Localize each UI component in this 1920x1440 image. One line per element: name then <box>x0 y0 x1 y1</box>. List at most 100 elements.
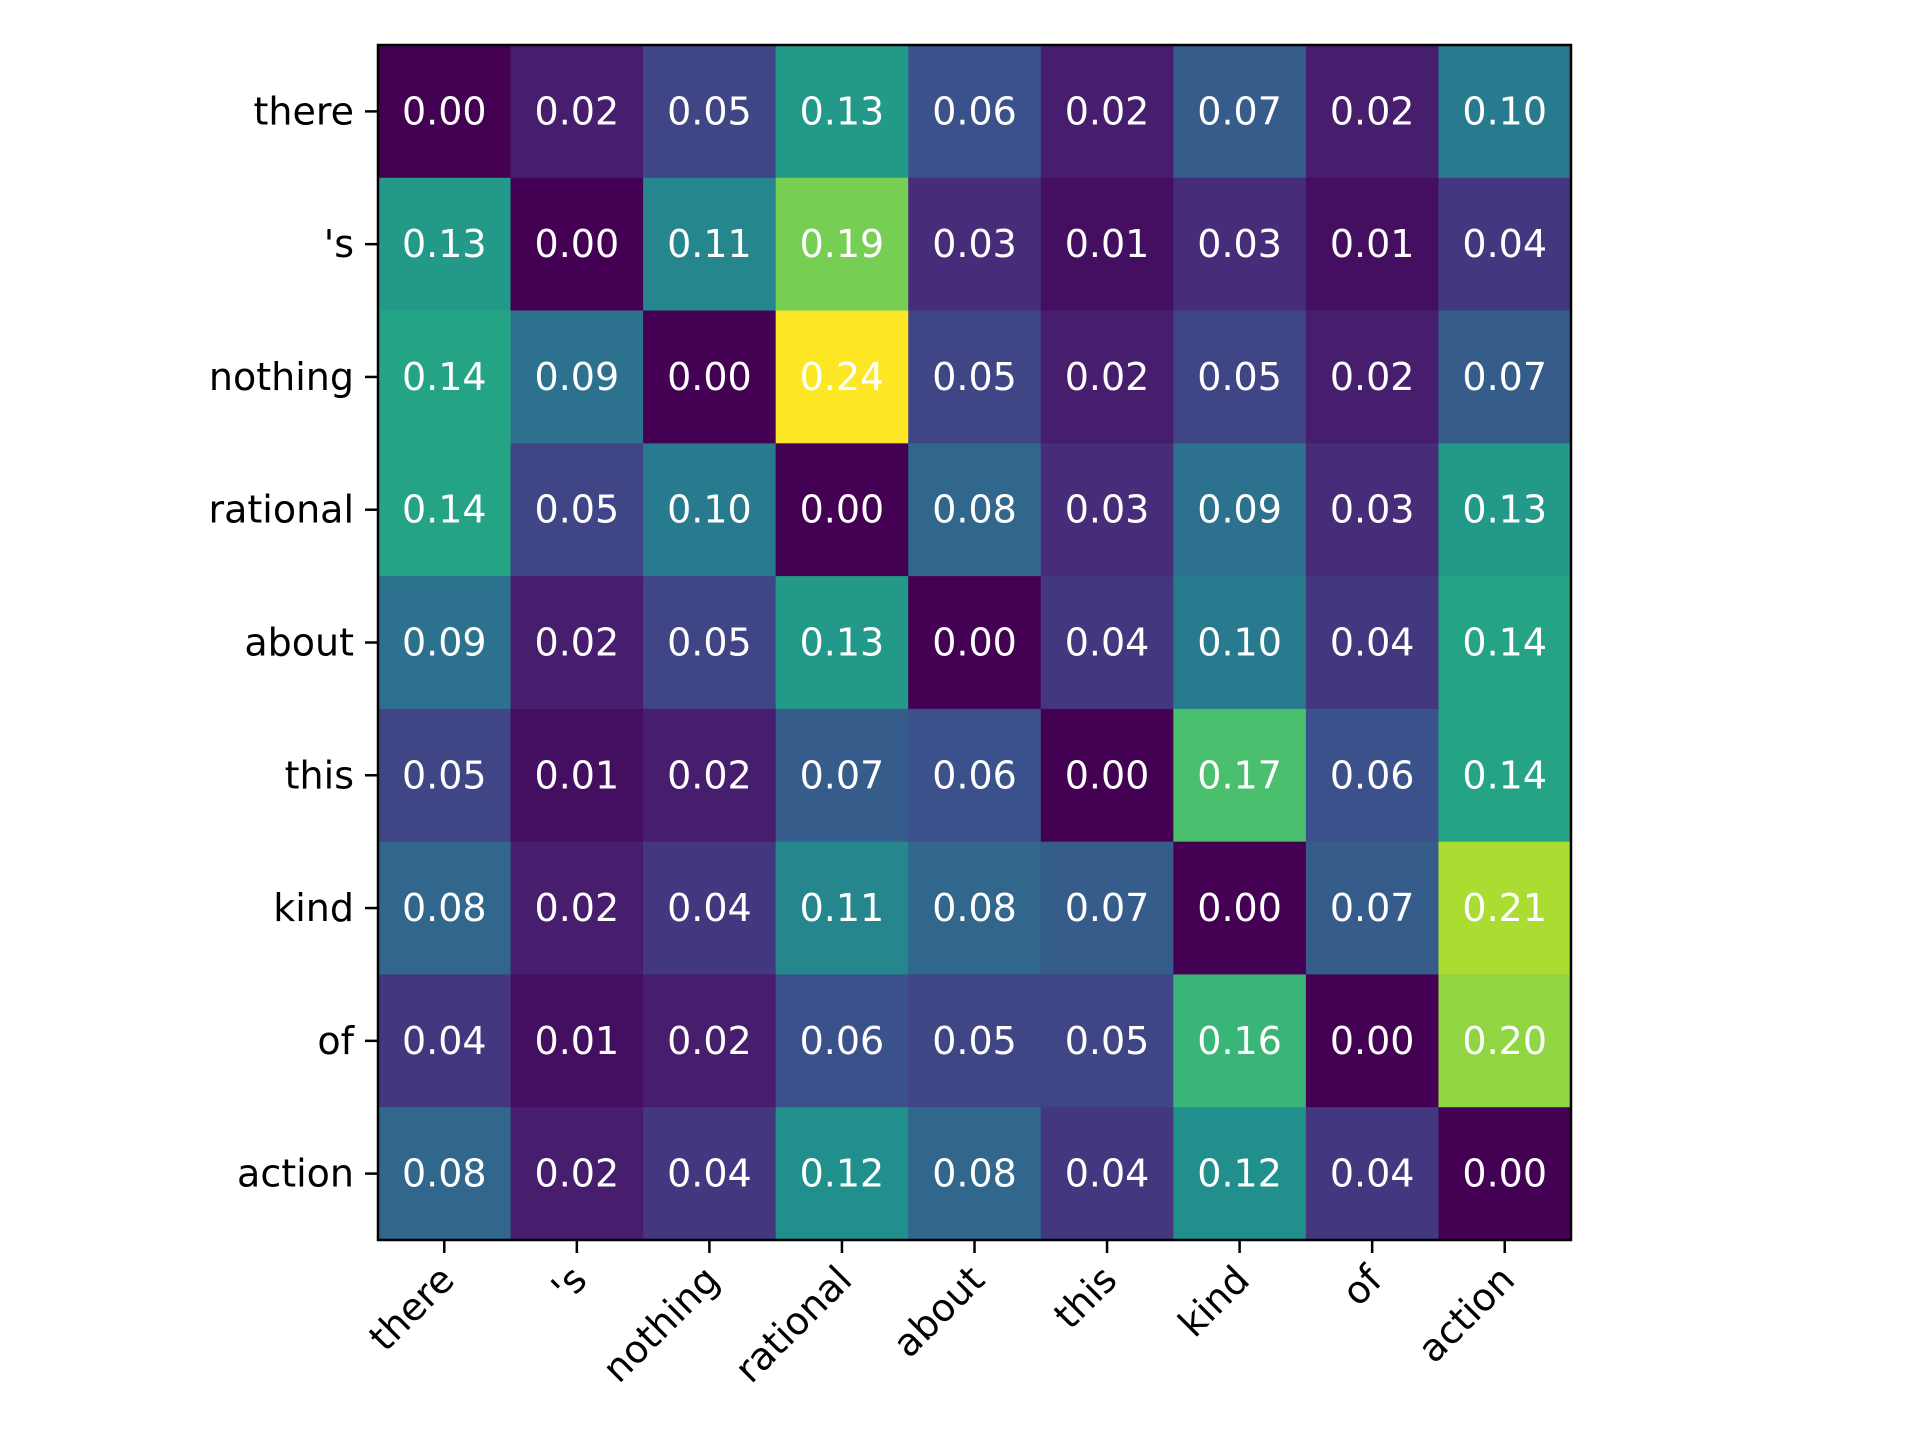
heatmap-cell <box>908 1107 1042 1241</box>
cell-value-label: 0.12 <box>1197 1152 1282 1196</box>
heatmap-cell <box>1173 576 1307 710</box>
heatmap-cell <box>1438 443 1572 577</box>
cell-value-label: 0.08 <box>932 488 1017 532</box>
heatmap-cell <box>643 177 777 312</box>
cell-value-label: 0.00 <box>402 89 487 133</box>
heatmap-cell <box>643 708 777 843</box>
cell-value-label: 0.06 <box>932 89 1017 133</box>
heatmap-cell <box>1173 443 1307 577</box>
cell-value-label: 0.03 <box>1330 488 1415 532</box>
cell-value-label: 0.02 <box>1065 355 1150 399</box>
heatmap-cell <box>775 310 909 444</box>
heatmap-cell <box>1173 45 1307 179</box>
cell-value-label: 0.14 <box>402 355 487 399</box>
cell-value-label: 0.24 <box>800 355 885 399</box>
heatmap-cell <box>510 177 644 312</box>
y-tick-label: of <box>317 1019 355 1063</box>
cell-value-label: 0.05 <box>535 488 620 532</box>
cell-value-label: 0.01 <box>1330 222 1415 266</box>
cell-value-label: 0.09 <box>535 355 620 399</box>
heatmap-cell <box>378 45 512 179</box>
heatmap-cell <box>510 310 644 444</box>
heatmap-cell <box>1305 310 1440 444</box>
cell-value-label: 0.11 <box>667 222 752 266</box>
heatmap-cell <box>775 177 909 312</box>
cell-value-label: 0.07 <box>1462 355 1547 399</box>
heatmap-cell <box>1305 841 1440 976</box>
cell-value-label: 0.12 <box>800 1152 885 1196</box>
heatmap-cell <box>775 443 909 577</box>
cell-value-label: 0.00 <box>535 222 620 266</box>
y-tick-label: nothing <box>209 355 354 399</box>
heatmap-cell <box>908 841 1042 976</box>
cell-value-label: 0.09 <box>1197 488 1282 532</box>
heatmap-cell <box>643 841 777 976</box>
heatmap-cell <box>1040 576 1174 710</box>
cell-value-label: 0.13 <box>800 89 885 133</box>
heatmap-cell <box>1305 1107 1440 1241</box>
heatmap-cell <box>1173 841 1307 976</box>
heatmap-cell <box>908 576 1042 710</box>
cell-value-label: 0.00 <box>932 621 1017 665</box>
heatmap-cell <box>908 974 1042 1108</box>
heatmap-cell <box>908 443 1042 577</box>
heatmap-cell <box>775 1107 909 1241</box>
heatmap-cell <box>1305 45 1440 179</box>
heatmap-cell <box>510 841 644 976</box>
cell-value-label: 0.10 <box>1462 89 1547 133</box>
cell-value-label: 0.08 <box>402 886 487 930</box>
cell-value-label: 0.00 <box>800 488 885 532</box>
heatmap-cell <box>1305 443 1440 577</box>
cell-value-label: 0.02 <box>667 1019 752 1063</box>
cell-value-label: 0.09 <box>402 621 487 665</box>
heatmap-cell <box>775 708 909 843</box>
heatmap-cell <box>1040 708 1174 843</box>
cell-value-label: 0.05 <box>932 355 1017 399</box>
y-tick-label: rational <box>208 488 354 532</box>
cell-value-label: 0.02 <box>1330 89 1415 133</box>
heatmap-cell <box>1173 974 1307 1108</box>
heatmap-cell <box>378 841 512 976</box>
cell-value-label: 0.07 <box>1065 886 1150 930</box>
heatmap-cells <box>378 45 1572 1241</box>
cell-value-label: 0.01 <box>535 1019 620 1063</box>
y-tick-label: kind <box>273 886 354 930</box>
cell-value-label: 0.13 <box>1462 488 1547 532</box>
heatmap-cell <box>908 45 1042 179</box>
cell-value-label: 0.05 <box>1065 1019 1150 1063</box>
y-tick-label: action <box>237 1152 354 1196</box>
cell-value-label: 0.13 <box>800 621 885 665</box>
cell-value-label: 0.02 <box>535 886 620 930</box>
heatmap-cell <box>1305 576 1440 710</box>
cell-value-label: 0.05 <box>402 753 487 797</box>
cell-value-label: 0.01 <box>535 753 620 797</box>
heatmap-cell <box>1173 310 1307 444</box>
heatmap-cell <box>1040 45 1174 179</box>
heatmap-cell <box>510 576 644 710</box>
heatmap-cell <box>643 576 777 710</box>
cell-value-label: 0.14 <box>1462 621 1547 665</box>
heatmap-cell <box>1040 177 1174 312</box>
cell-value-label: 0.17 <box>1197 753 1282 797</box>
cell-value-label: 0.00 <box>1330 1019 1415 1063</box>
heatmap-cell <box>1173 708 1307 843</box>
plot-frame <box>376 43 1573 1242</box>
y-tick-label: 's <box>324 222 354 266</box>
y-tick-label: this <box>285 753 354 797</box>
cell-value-label: 0.05 <box>1197 355 1282 399</box>
heatmap-cell <box>643 45 777 179</box>
cell-value-label: 0.00 <box>1462 1152 1547 1196</box>
heatmap-cell <box>1040 841 1174 976</box>
cell-value-label: 0.04 <box>667 1152 752 1196</box>
cell-value-label: 0.14 <box>402 488 487 532</box>
cell-value-label: 0.05 <box>667 89 752 133</box>
cell-value-label: 0.07 <box>1330 886 1415 930</box>
cell-value-label: 0.08 <box>932 886 1017 930</box>
cell-value-label: 0.07 <box>1197 89 1282 133</box>
heatmap-cell <box>510 45 644 179</box>
cell-value-label: 0.03 <box>1065 488 1150 532</box>
heatmap-cell <box>1040 974 1174 1108</box>
cell-value-label: 0.05 <box>667 621 752 665</box>
heatmap-cell <box>643 310 777 444</box>
